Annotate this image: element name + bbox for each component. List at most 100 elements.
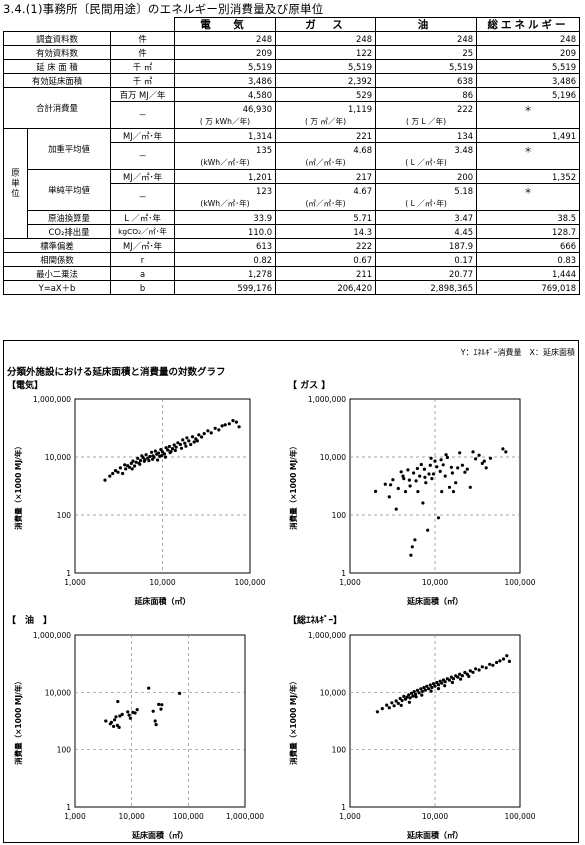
data-point — [415, 688, 419, 692]
data-point — [380, 707, 384, 711]
data-point — [178, 691, 182, 695]
data-point — [147, 686, 151, 690]
data-point — [433, 684, 437, 688]
data-point — [148, 454, 152, 459]
row-label: 有効資料数 — [3, 45, 111, 60]
data-point — [463, 470, 467, 474]
data-point — [467, 674, 471, 678]
cell-value: 2,392 — [275, 73, 377, 88]
cell-value: 46,930 — [174, 101, 277, 115]
data-point — [480, 461, 484, 465]
row-unit: kgCO₂／㎡･年 — [109, 224, 176, 239]
cell-value: 0.82 — [174, 252, 277, 267]
cell-value: 25 — [375, 45, 478, 60]
row-label: 相関係数 — [3, 252, 111, 267]
row-label: 延 床 面 積 — [3, 59, 111, 74]
data-point — [438, 469, 442, 473]
data-point — [436, 516, 441, 520]
cell-value: 209 — [174, 45, 277, 60]
y-axis-label: 消費量（×1000 MJ/年） — [288, 677, 298, 765]
data-point — [427, 687, 431, 691]
row-unit: MJ／㎡･年 — [109, 169, 176, 184]
data-point — [374, 489, 378, 493]
data-point — [160, 703, 164, 707]
data-point — [220, 424, 224, 428]
x-axis-label: 延床面積（㎡） — [131, 830, 188, 840]
data-point — [419, 462, 423, 467]
data-point — [129, 461, 133, 465]
x-tick-label: 10,000 — [119, 812, 145, 821]
data-point — [234, 420, 238, 424]
cell-value: ＊ — [476, 183, 581, 197]
cell-unit-note: ( 万 ㎥／年) — [275, 115, 377, 129]
data-point — [456, 675, 460, 679]
data-point — [164, 446, 168, 450]
data-point — [153, 719, 157, 723]
data-point — [460, 463, 464, 467]
x-axis-label: 延床面積（㎡） — [406, 596, 463, 606]
cell-value: 769,018 — [476, 280, 581, 295]
data-point — [410, 691, 414, 695]
data-point — [209, 431, 213, 435]
cell-unit-note — [476, 197, 581, 211]
data-point — [471, 450, 475, 454]
row-unit: b — [109, 280, 176, 295]
data-point — [413, 692, 418, 696]
row-label: 加重平均値 — [27, 128, 111, 170]
data-point — [213, 426, 217, 430]
plot-area — [74, 634, 246, 808]
cell-value: 0.67 — [275, 252, 377, 267]
data-point — [157, 702, 161, 706]
row-label: Y=aX＋b — [3, 280, 111, 295]
data-point — [450, 680, 454, 685]
data-point — [127, 713, 131, 717]
data-point — [477, 668, 481, 672]
cell-value: 122 — [275, 45, 377, 60]
data-point — [138, 458, 143, 463]
cell-value: 217 — [275, 169, 377, 184]
data-point — [411, 694, 415, 698]
data-point — [159, 448, 163, 452]
row-unit: MJ／㎡･年 — [109, 128, 176, 143]
table-row: 有効資料数 件 209 122 25 209 — [3, 45, 581, 60]
cell-unit-note — [476, 156, 581, 170]
table-row: 延 床 面 積 千 ㎡ 5,519 5,519 5,519 5,519 — [3, 59, 581, 74]
cell-value: 1,314 — [174, 128, 277, 143]
data-point — [387, 706, 391, 710]
data-point — [159, 707, 163, 711]
cell-value: 248 — [275, 31, 377, 46]
y-tick-label: 1,000,000 — [33, 631, 71, 640]
data-point — [185, 436, 189, 440]
data-point — [113, 718, 117, 722]
data-point — [170, 447, 175, 451]
x-tick-label: 1,000 — [339, 812, 361, 821]
data-point — [412, 471, 416, 475]
cell-value: 4.45 — [375, 224, 478, 239]
table-row: 原油換算量 L ／㎡･年 33.9 5.71 3.47 38.5 — [4, 210, 581, 225]
cell-unit-note: ( 万 kWh／年) — [174, 115, 277, 129]
data-point — [150, 450, 154, 454]
data-point — [109, 720, 114, 724]
data-point — [451, 490, 456, 494]
data-point — [428, 463, 432, 467]
data-point — [402, 477, 406, 481]
data-point — [501, 447, 505, 451]
data-point — [454, 481, 458, 485]
data-point — [447, 678, 452, 682]
cell-value: 666 — [476, 238, 581, 253]
data-point — [407, 478, 411, 482]
x-tick-label: 1,000 — [64, 812, 86, 821]
data-point — [401, 474, 405, 478]
table-row: (kWh／㎡･年) (㎥／㎡･年) ( L ／㎡･年) — [4, 197, 581, 211]
cell-value: 187.9 — [375, 238, 478, 253]
data-point — [417, 691, 421, 695]
cell-value: 5.71 — [275, 210, 377, 225]
row-unit: 件 — [109, 45, 176, 60]
data-point — [425, 684, 429, 688]
cell-value: 200 — [375, 169, 478, 184]
cell-value: 123 — [174, 183, 277, 197]
data-point — [423, 475, 427, 479]
data-point — [114, 715, 118, 719]
data-point — [433, 459, 437, 463]
data-point — [118, 466, 122, 470]
